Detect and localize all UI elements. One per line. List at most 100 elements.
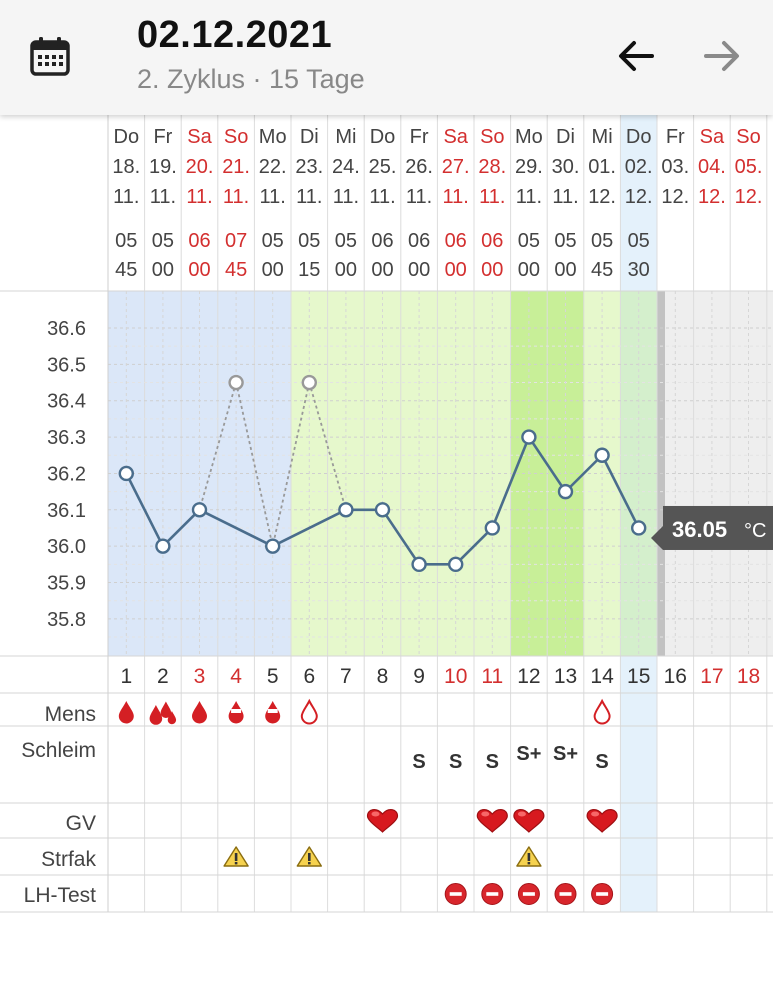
- y-tick-label: 36.1: [47, 500, 86, 522]
- cycle-day-number: 14: [590, 665, 614, 688]
- excluded-temperature-point[interactable]: [228, 374, 244, 391]
- y-tick-label: 36.5: [47, 354, 86, 376]
- month-label: 11.: [296, 186, 322, 208]
- day-label: 22.: [259, 156, 287, 178]
- time-minute: 45: [225, 259, 247, 281]
- mucus-mark: S: [486, 751, 499, 773]
- temperature-point[interactable]: [448, 556, 464, 573]
- day-label: 30.: [552, 156, 580, 178]
- weekday-label: Di: [556, 126, 575, 148]
- excluded-temperature-point[interactable]: [301, 374, 317, 391]
- time-minute: 00: [335, 259, 357, 281]
- calendar-icon[interactable]: [26, 34, 74, 80]
- day-label: 24.: [332, 156, 360, 178]
- day-label: 29.: [515, 156, 543, 178]
- time-minute: 45: [115, 259, 137, 281]
- temperature-line-segment: [161, 508, 201, 548]
- day-label: 23.: [295, 156, 323, 178]
- day-label: 18.: [112, 156, 140, 178]
- excluded-temperature-link: [198, 382, 237, 511]
- y-tick-label: 35.9: [47, 573, 86, 595]
- mucus-mark: S: [412, 751, 425, 773]
- month-label: 12.: [625, 186, 653, 208]
- time-hour: 05: [335, 230, 357, 252]
- cycle-subtitle: 2. Zyklus · 15 Tage: [137, 64, 365, 94]
- time-minute: 00: [371, 259, 393, 281]
- weekday-label: Do: [626, 126, 652, 148]
- temperature-line-segment: [564, 454, 604, 493]
- time-hour: 05: [554, 230, 576, 252]
- time-minute: 00: [262, 259, 284, 281]
- day-label: 25.: [369, 156, 397, 178]
- arrow-left-icon[interactable]: [616, 38, 656, 74]
- temperature-point[interactable]: [521, 429, 537, 445]
- weekday-label: Mi: [335, 126, 356, 148]
- time-hour: 05: [115, 230, 137, 252]
- month-label: 11.: [479, 186, 505, 208]
- month-label: 11.: [406, 186, 432, 208]
- temperature-line-segment: [491, 436, 531, 529]
- time-hour: 07: [225, 230, 247, 252]
- time-hour: 05: [262, 230, 284, 252]
- temperature-point[interactable]: [374, 502, 391, 518]
- arrow-right-icon[interactable]: [702, 38, 742, 74]
- month-label: 12.: [735, 186, 763, 208]
- day-label: 21.: [222, 156, 250, 178]
- cycle-day-number: 1: [120, 665, 132, 688]
- temperature-point[interactable]: [191, 502, 208, 518]
- row-label-mens: Mens: [45, 703, 96, 726]
- time-hour: 06: [481, 230, 503, 252]
- weekday-label: So: [224, 126, 248, 148]
- cycle-day-number: 4: [230, 665, 242, 688]
- y-tick-label: 36.4: [47, 391, 86, 413]
- time-minute: 30: [628, 259, 650, 281]
- temperature-line-segment: [272, 508, 347, 548]
- temperature-point[interactable]: [155, 538, 171, 554]
- time-hour: 06: [188, 230, 210, 252]
- temperature-point[interactable]: [338, 502, 354, 518]
- current-reading-unit: °C: [744, 520, 766, 542]
- today-header: [620, 115, 657, 291]
- day-label: 01.: [588, 156, 616, 178]
- cycle-day-number: 9: [413, 665, 425, 688]
- temperature-point[interactable]: [265, 538, 281, 554]
- month-label: 11.: [552, 186, 578, 208]
- time-minute: 45: [591, 259, 613, 281]
- weekday-label: So: [480, 126, 504, 148]
- row-label-schleim: Schleim: [21, 739, 96, 762]
- y-tick-label: 36.3: [47, 427, 86, 449]
- day-label: 28.: [478, 156, 506, 178]
- month-label: 11.: [333, 186, 359, 208]
- page-title: 02.12.2021: [137, 14, 333, 56]
- temperature-point[interactable]: [411, 556, 427, 573]
- month-label: 12.: [698, 186, 726, 208]
- temperature-point[interactable]: [557, 483, 574, 500]
- app-header: 02.12.2021 2. Zyklus · 15 Tage: [0, 0, 773, 115]
- month-label: 11.: [369, 186, 395, 208]
- blood-drops-heavy-icon: [149, 701, 177, 725]
- temperature-point[interactable]: [484, 520, 500, 536]
- mucus-mark: S: [449, 751, 462, 773]
- temperature-line-segment: [125, 472, 165, 547]
- weekday-label: Di: [300, 126, 319, 148]
- blood-drop-outline-icon: [593, 698, 611, 725]
- cycle-day-number: 7: [340, 665, 352, 688]
- cycle-day-number: 15: [627, 665, 650, 688]
- temperature-point[interactable]: [631, 520, 647, 536]
- cycle-chart[interactable]: Do18.11.0545Fr19.11.0500Sa20.11.0600So21…: [0, 115, 773, 1000]
- temperature-line-segment: [454, 527, 494, 566]
- weekday-label: So: [736, 126, 760, 148]
- cycle-day-number: 11: [481, 665, 503, 688]
- time-minute: 15: [298, 259, 320, 281]
- mucus-mark: S+: [516, 743, 541, 765]
- weekday-label: Sa: [187, 126, 212, 148]
- temperature-point[interactable]: [594, 447, 610, 463]
- day-label: 19.: [149, 156, 177, 178]
- day-label: 05.: [735, 156, 763, 178]
- excluded-temperature-link: [308, 382, 347, 511]
- tooltip-pointer: [651, 525, 663, 550]
- blood-drop-half-mark: [267, 709, 278, 713]
- cycle-day-number: 8: [377, 665, 389, 688]
- temperature-point[interactable]: [118, 465, 135, 482]
- month-label: 11.: [443, 186, 469, 208]
